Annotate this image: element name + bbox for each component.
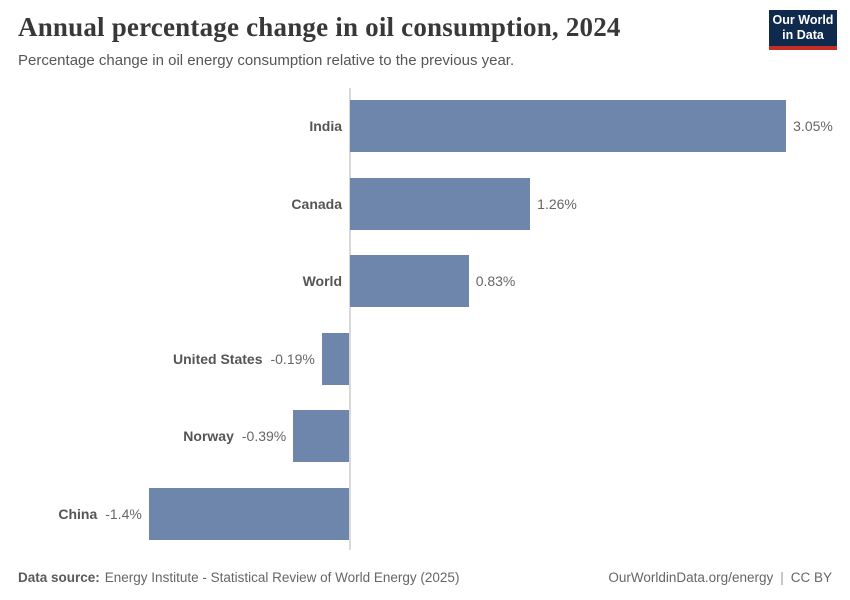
bar-india[interactable]	[350, 100, 787, 152]
bar-world[interactable]	[350, 255, 469, 308]
data-source-label: Data source:	[18, 569, 100, 585]
owid-logo-line1: Our World	[772, 13, 834, 27]
entity-label-united-states: United States	[173, 350, 263, 367]
license-text: CC BY	[790, 569, 832, 585]
value-label-world: 0.83%	[475, 273, 516, 290]
entity-label-norway: Norway	[183, 428, 234, 445]
label-group-united-states: United States -0.19%	[173, 333, 315, 385]
entity-label-canada: Canada	[291, 195, 342, 212]
label-group-china: China -1.4%	[58, 488, 141, 540]
value-label-united-states: -0.19%	[270, 350, 315, 367]
credit-line: OurWorldinData.org/energy | CC BY	[608, 570, 832, 585]
bar-united-states[interactable]	[321, 332, 349, 385]
page-title: Annual percentage change in oil consumpt…	[18, 12, 621, 42]
value-label-canada: 1.26%	[537, 195, 577, 212]
data-source: Data source: Energy Institute - Statisti…	[18, 570, 459, 585]
entity-label-india: India	[309, 118, 342, 134]
bar-chart: India 3.05% Canada 1.26% World 0.83% United St…	[0, 88, 850, 550]
value-label-china: -1.4%	[105, 506, 142, 522]
label-group-norway: Norway -0.39%	[183, 410, 286, 462]
data-source-text: Energy Institute - Statistical Review of…	[104, 569, 460, 585]
entity-label-china: China	[58, 506, 98, 522]
chart-subtitle: Percentage change in oil energy consumpt…	[18, 52, 515, 69]
owid-logo: Our World in Data	[769, 10, 837, 50]
owid-url-link[interactable]: OurWorldinData.org/energy	[608, 569, 774, 585]
value-label-india: 3.05%	[793, 118, 833, 134]
value-label-norway: -0.39%	[241, 428, 287, 445]
y-axis-line	[349, 88, 351, 550]
bar-china[interactable]	[148, 488, 349, 540]
chart-header: Annual percentage change in oil consumpt…	[0, 0, 850, 88]
owid-logo-line2: in Data	[782, 28, 824, 42]
entity-label-world: World	[302, 273, 342, 290]
credit-separator: |	[780, 569, 784, 585]
bar-canada[interactable]	[350, 177, 531, 230]
chart-footer: Data source: Energy Institute - Statisti…	[18, 562, 832, 592]
bar-norway[interactable]	[293, 410, 349, 463]
